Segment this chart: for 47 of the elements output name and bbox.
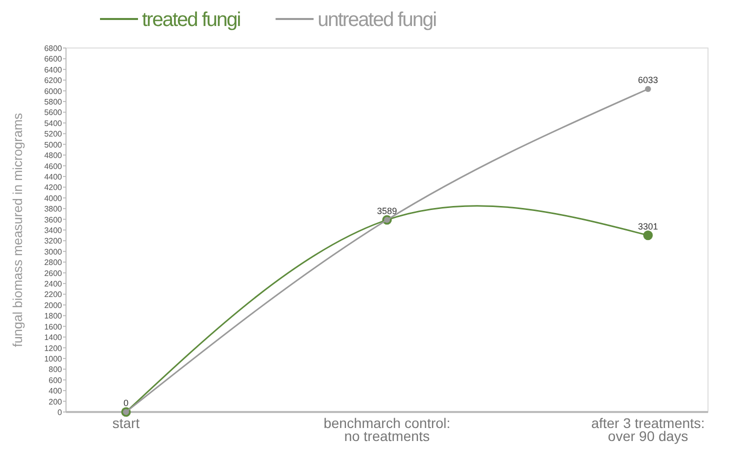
y-tick-label: 0 [58,408,63,417]
y-tick-label: 6200 [44,76,63,86]
y-tick-label: 1800 [44,312,63,321]
data-label: 6033 [638,75,658,86]
data-label: 3301 [638,221,658,232]
legend-label: untreated fungi [318,9,437,31]
y-tick-label: 5800 [44,98,63,107]
y-tick-label: 3600 [44,215,63,224]
y-tick-label: 6000 [44,86,63,96]
y-tick-label: 5600 [44,108,63,118]
y-tick-label: 5400 [44,118,63,128]
y-tick-label: 800 [48,365,63,374]
point [645,86,651,92]
y-tick-label: 200 [48,397,63,406]
point [643,230,653,240]
y-tick-label: 4600 [44,162,63,171]
x-tick-label: after 3 treatments: over 90 days [591,415,705,444]
y-tick-label: 1200 [44,344,63,353]
legend-label: treated fungi [142,9,241,31]
y-tick-label: 400 [48,386,63,396]
y-tick-label: 2600 [44,268,63,278]
x-tick-label: benchmarch control: no treatments [324,415,450,444]
y-tick-label: 4000 [44,194,63,203]
y-tick-label: 2000 [44,300,63,310]
data-label: 3589 [376,206,398,216]
y-tick-label: 4200 [44,183,63,192]
y-tick-label: 3400 [44,226,63,235]
y-tick-label: 2400 [44,280,63,289]
y-tick-label: 6800 [44,44,63,53]
y-tick-label: 600 [48,376,63,385]
y-tick-label: 1000 [44,354,63,364]
y-tick-label: 6600 [44,54,63,64]
y-tick-label: 6400 [44,65,63,74]
data-label: 0 [123,398,129,408]
y-tick-label: 3200 [44,236,63,246]
y-tick-label: 3800 [44,204,63,214]
y-tick-label: 5000 [44,140,63,150]
y-tick-label: 1600 [44,322,63,332]
y-tick-label: 2200 [44,290,63,300]
y-tick-label: 2800 [44,258,63,268]
y-tick-label: 3000 [44,247,63,256]
y-tick-label: 4800 [44,151,63,160]
y-axis-title: fungal biomass measured in micrograms [10,112,25,348]
y-tick-label: 4400 [44,172,63,182]
y-tick-label: 1400 [44,333,63,342]
y-tick-label: 5200 [44,130,63,139]
x-tick-label: start [112,415,140,431]
